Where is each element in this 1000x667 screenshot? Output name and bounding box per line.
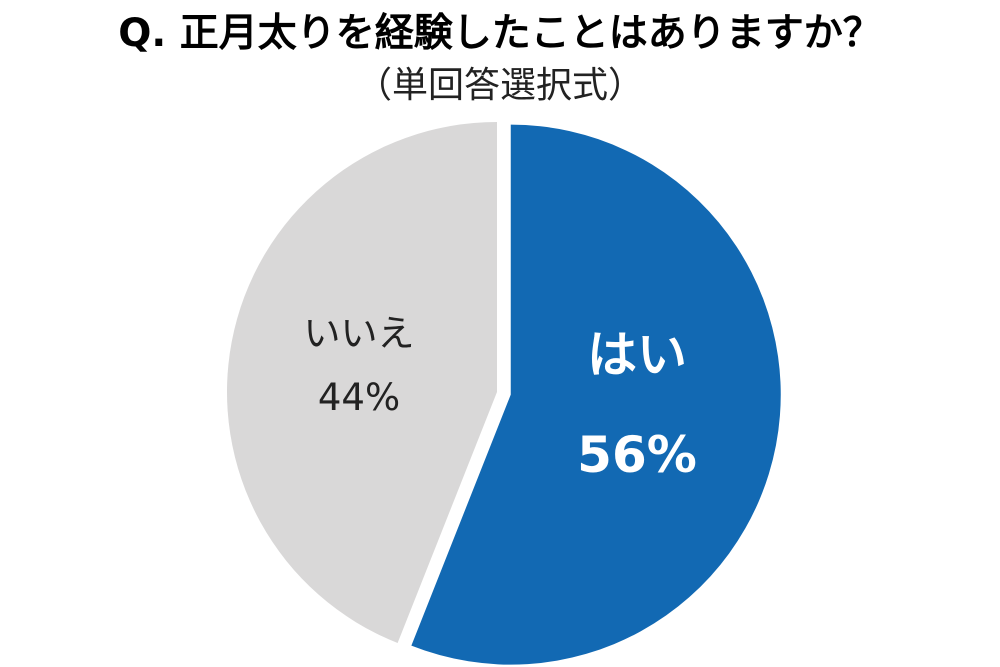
chart-subtitle: （単回答選択式） (355, 65, 644, 106)
pie-slice-yes (411, 124, 781, 665)
slice-label-yes: はい (587, 326, 687, 384)
chart-title: Q. 正月太りを経験したことはありますか？ (118, 11, 882, 56)
pie-slice-no (226, 122, 497, 644)
slice-label-no: いいえ (304, 312, 415, 355)
slice-value-yes: 56% (577, 426, 697, 484)
slice-value-no: 44% (318, 376, 400, 419)
